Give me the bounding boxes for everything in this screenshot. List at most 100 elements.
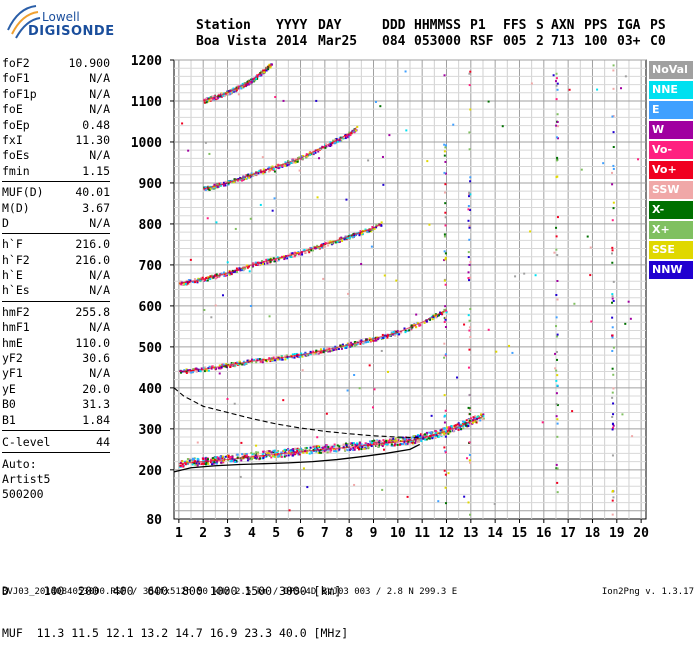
- interference-dot: [467, 277, 470, 280]
- echo-dot: [448, 426, 451, 429]
- echo-dot: [255, 358, 258, 361]
- param-divider: [2, 300, 110, 302]
- echo-dot: [249, 78, 252, 81]
- interference-dot: [611, 415, 614, 418]
- noise-dot: [210, 316, 213, 319]
- header-value: 100: [584, 34, 608, 49]
- echo-dot: [244, 84, 247, 87]
- interference-dot: [555, 379, 558, 382]
- echo-dot: [416, 322, 419, 325]
- interference-dot: [444, 305, 447, 308]
- interference-dot: [612, 496, 615, 499]
- header-label: S: [536, 18, 544, 33]
- echo-dot: [190, 371, 193, 374]
- echo-dot: [293, 356, 296, 359]
- y-tick-label: 800: [139, 218, 163, 233]
- echo-dot: [454, 427, 457, 430]
- echo-dot: [270, 166, 273, 169]
- echo-dot: [368, 337, 371, 340]
- echo-dot: [324, 446, 327, 449]
- echo-dot: [210, 98, 213, 101]
- interference-dot: [555, 316, 558, 319]
- echo-dot: [233, 459, 236, 462]
- param-label: foEs: [2, 148, 30, 163]
- param-row: foEp 0.48: [2, 118, 110, 133]
- echo-dot: [274, 258, 277, 261]
- echo-dot: [319, 448, 322, 451]
- echo-dot: [354, 446, 357, 449]
- echo-dot: [229, 455, 232, 458]
- echo-dot: [403, 327, 406, 330]
- interference-dot: [611, 261, 614, 264]
- param-row: MUF(D) 40.01: [2, 185, 110, 200]
- echo-dot: [254, 77, 257, 80]
- logo-line2: DIGISONDE: [28, 24, 115, 39]
- noise-dot: [553, 251, 556, 254]
- echo-dot: [211, 365, 214, 368]
- echo-dot: [281, 358, 284, 361]
- interference-dot: [444, 183, 447, 186]
- echo-dot: [321, 351, 324, 354]
- echo-dot: [229, 92, 232, 95]
- echo-dot: [318, 451, 321, 454]
- echo-dot: [244, 453, 247, 456]
- noise-dot: [215, 221, 218, 224]
- echo-dot: [196, 281, 199, 284]
- echo-dot: [408, 437, 411, 440]
- echo-dot: [195, 367, 198, 370]
- noise-dot: [508, 344, 511, 347]
- echo-dot: [239, 176, 242, 179]
- param-row: foF1 N/A: [2, 71, 110, 86]
- interference-dot: [612, 280, 615, 283]
- echo-dot: [194, 460, 197, 463]
- echo-dot: [351, 443, 354, 446]
- echo-dot: [246, 80, 249, 83]
- echo-dot: [213, 98, 216, 101]
- echo-dot: [406, 442, 409, 445]
- echo-dot: [429, 318, 432, 321]
- echo-dot: [226, 93, 229, 96]
- x-tick-label: 1: [175, 526, 183, 541]
- echo-dot: [390, 443, 393, 446]
- echo-dot: [260, 74, 263, 77]
- echo-dot: [220, 95, 223, 98]
- echo-dot: [267, 67, 270, 70]
- echo-dot: [316, 244, 319, 247]
- x-tick-label: 4: [248, 526, 256, 541]
- legend-item: NNE: [649, 81, 693, 99]
- echo-dot: [250, 361, 253, 364]
- echo-dot: [211, 460, 214, 463]
- interference-dot: [611, 183, 614, 186]
- noise-dot: [382, 183, 385, 186]
- echo-dot: [207, 100, 210, 103]
- param-row: fxI 11.30: [2, 133, 110, 148]
- echo-dot: [276, 356, 279, 359]
- echo-dot: [255, 361, 258, 364]
- echo-dot: [235, 271, 238, 274]
- echo-dot: [232, 90, 235, 93]
- echo-dot: [215, 186, 218, 189]
- echo-dot: [207, 99, 210, 102]
- echo-dot: [179, 280, 182, 283]
- interference-dot: [468, 453, 471, 456]
- param-label: B0: [2, 397, 16, 412]
- header-labels-row: Station YYYY DAY DDD HHMMSS P1 FFS S AXN…: [196, 18, 666, 34]
- echo-dot: [265, 359, 268, 362]
- header-value: 713: [551, 34, 575, 49]
- echo-dot: [357, 444, 360, 447]
- noise-dot: [443, 250, 446, 253]
- noise-dot: [511, 351, 514, 354]
- echo-dot: [308, 449, 311, 452]
- echo-dot: [372, 339, 375, 342]
- echo-dot: [268, 450, 271, 453]
- noise-dot: [373, 388, 376, 391]
- param-label: h`E: [2, 268, 23, 283]
- noise-dot: [181, 122, 184, 125]
- interference-dot: [611, 115, 614, 118]
- echo-dot: [382, 336, 385, 339]
- echo-dot: [323, 450, 326, 453]
- interference-dot: [468, 393, 471, 396]
- echo-dot: [203, 370, 206, 373]
- echo-dot: [458, 426, 461, 429]
- echo-dot: [275, 449, 278, 452]
